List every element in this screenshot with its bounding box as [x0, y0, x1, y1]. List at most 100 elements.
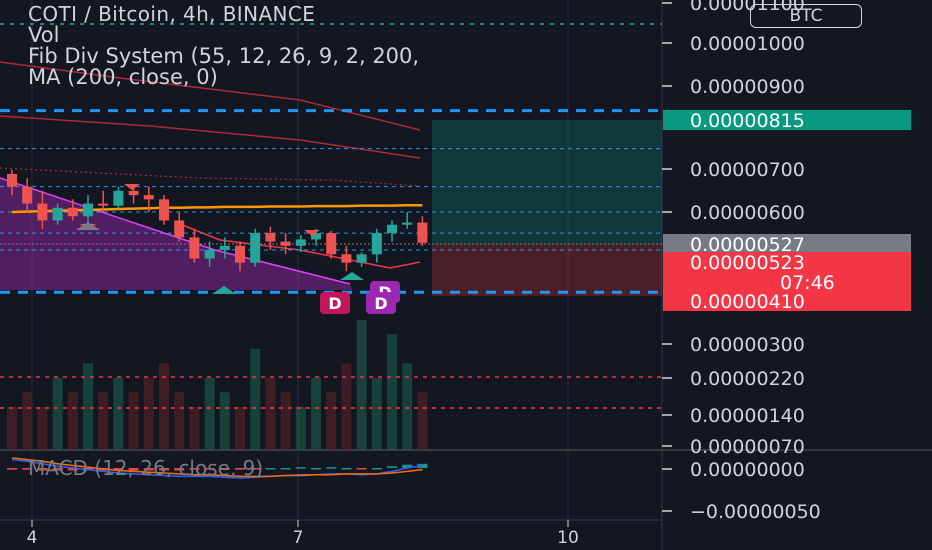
- time-tick-label: 7: [293, 528, 304, 548]
- price-label-text: 07:46: [780, 272, 835, 294]
- macd-histogram-bar: [311, 468, 321, 470]
- volume-bar: [7, 406, 17, 450]
- candle: [371, 228, 382, 263]
- candle-body: [189, 237, 200, 259]
- volume-bar: [22, 392, 33, 450]
- volume-bar: [98, 392, 109, 450]
- ma200-line: [11, 203, 423, 214]
- candle-body: [98, 203, 109, 206]
- signal-line: [11, 457, 423, 478]
- volume-bar: [235, 406, 245, 450]
- candle: [189, 228, 200, 263]
- divergence-marker-box: [320, 292, 350, 314]
- candle-body: [387, 224, 397, 234]
- macd-histogram-bar: [37, 468, 48, 471]
- candle-body: [37, 203, 48, 221]
- axes-layer: 0.00001100 0.00001000 0.00000900 0.00000700…: [27, 0, 911, 548]
- time-tick-label: 4: [27, 528, 38, 548]
- candle-body: [83, 203, 93, 217]
- price-label-text: 0.00000815: [690, 110, 805, 132]
- divergence-marker-label: D: [374, 294, 387, 313]
- volume-bar: [341, 363, 352, 450]
- fib-div-layer: [0, 61, 662, 296]
- candle: [113, 186, 124, 208]
- macd-histogram-bar: [67, 468, 78, 471]
- candle: [402, 212, 413, 229]
- price-tick-label: 0.00000900: [690, 76, 805, 98]
- candle: [356, 252, 367, 267]
- macd-histogram-bar: [113, 468, 124, 471]
- candle: [265, 226, 276, 251]
- price-tick-label: 0.00001100: [690, 0, 805, 15]
- volume-bar: [174, 392, 185, 450]
- candle: [83, 195, 93, 225]
- macd-histogram-bar: [128, 468, 139, 471]
- candle-body: [22, 186, 33, 204]
- volume-bar: [128, 392, 139, 450]
- candle-body: [219, 245, 230, 251]
- macd-histogram-bar: [204, 468, 215, 470]
- macd-histogram-bar: [159, 468, 169, 471]
- candle: [37, 190, 48, 229]
- candle: [219, 237, 230, 259]
- price-label-bg: [663, 234, 911, 254]
- candle-body: [67, 207, 78, 217]
- fib-indicator-label[interactable]: Fib Div System (55, 12, 26, 9, 2, 200,: [28, 44, 420, 68]
- candle-body: [52, 207, 63, 221]
- candle-body: [326, 233, 337, 255]
- macd-histogram-bar: [250, 468, 261, 470]
- candle: [204, 241, 215, 267]
- candle-body: [159, 199, 169, 221]
- price-tick-label: 0.00000070: [690, 436, 805, 458]
- candle: [52, 203, 63, 225]
- markers-layer: DDD: [76, 184, 400, 314]
- currency-badge[interactable]: BTC: [750, 4, 862, 28]
- volume-bar: [250, 348, 261, 450]
- candle: [174, 212, 185, 242]
- macd-histogram-bar: [219, 468, 230, 470]
- volume-bar: [204, 377, 215, 450]
- volume-bar: [356, 320, 367, 450]
- macd-histogram-bar: [387, 466, 397, 468]
- candle-body: [356, 254, 367, 263]
- candle-body: [128, 190, 139, 196]
- macd-histogram-bar: [295, 467, 306, 469]
- candle: [143, 186, 154, 212]
- candle-body: [265, 233, 276, 242]
- macd-indicator-label[interactable]: MACD (12, 26, close, 9): [28, 456, 264, 480]
- macd-layer: [7, 457, 428, 479]
- target-zone: [432, 120, 662, 244]
- candle: [387, 220, 397, 242]
- buy-arrow-marker: [340, 272, 364, 280]
- divergence-marker-box: [366, 292, 396, 314]
- macd-histogram-bar: [189, 468, 200, 470]
- volume-bar: [371, 377, 382, 450]
- macd-histogram-bar: [402, 464, 413, 468]
- candle: [67, 199, 78, 221]
- candle: [341, 245, 352, 272]
- volume-bar: [265, 377, 276, 450]
- candle: [326, 231, 337, 259]
- candle: [159, 195, 169, 225]
- candle: [295, 235, 306, 253]
- price-tick-label: 0.00000300: [690, 334, 805, 356]
- candle-body: [250, 233, 261, 263]
- macd-histogram-bar: [52, 468, 63, 471]
- volume-layer: [7, 320, 428, 450]
- volume-bar: [326, 392, 337, 450]
- candle-body: [235, 245, 245, 263]
- volume-bar: [37, 406, 48, 450]
- price-label-text: 0.00000523: [690, 252, 805, 274]
- volume-bar: [417, 392, 428, 450]
- candle-body: [280, 241, 291, 246]
- candle-body: [113, 190, 124, 206]
- buy-arrow-marker: [76, 222, 100, 230]
- price-label-text: 0.00000410: [690, 291, 805, 313]
- symbol-title[interactable]: COTI / Bitcoin, 4h, BINANCE: [28, 2, 316, 26]
- macd-histogram-bar: [265, 468, 276, 470]
- ma-indicator-label[interactable]: MA (200, close, 0): [28, 65, 218, 89]
- macd-histogram-bar: [7, 468, 17, 470]
- price-tick-label: 0.00000140: [690, 405, 805, 427]
- volume-indicator-label[interactable]: Vol: [28, 23, 60, 47]
